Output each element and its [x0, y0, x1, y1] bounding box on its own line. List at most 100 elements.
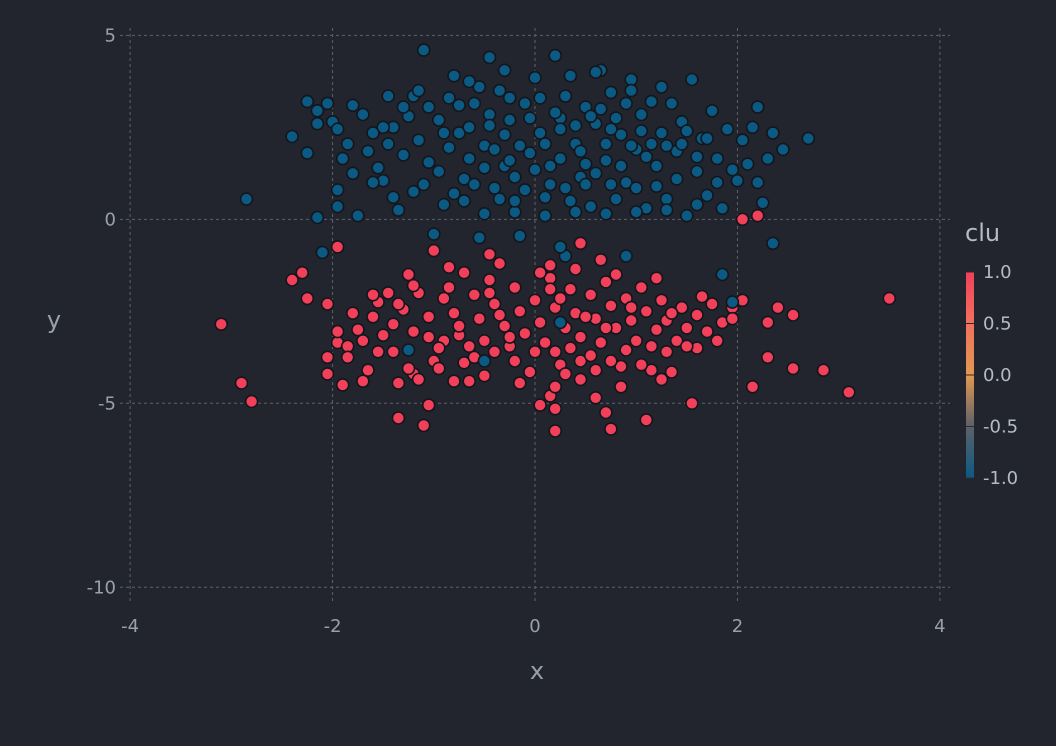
point-clu-neg1 — [766, 236, 780, 251]
point-clu-1 — [760, 350, 775, 365]
point-clu-neg1 — [512, 138, 527, 153]
point-clu-1 — [335, 378, 350, 392]
point-clu-neg1 — [507, 170, 522, 184]
point-clu-neg1 — [340, 137, 355, 151]
x-axis-tick-labels: -4 -2 0 2 4 — [121, 616, 945, 637]
point-clu-neg1 — [710, 175, 725, 190]
point-clu-1 — [558, 367, 573, 381]
legend-tick-label: 0.5 — [983, 314, 1012, 335]
point-clu-1 — [553, 291, 568, 306]
point-clu-neg1 — [553, 122, 568, 136]
point-clu-neg1 — [426, 227, 441, 241]
point-clu-neg1 — [801, 131, 816, 146]
x-tick-label: 2 — [732, 616, 743, 637]
point-clu-neg1 — [421, 100, 436, 114]
point-clu-1 — [376, 328, 391, 343]
point-clu-neg1 — [563, 69, 578, 83]
point-clu-1 — [477, 333, 492, 348]
point-clu-neg1 — [558, 89, 573, 103]
point-clu-neg1 — [690, 150, 704, 164]
point-clu-neg1 — [482, 50, 497, 65]
point-clu-neg1 — [406, 184, 421, 199]
point-clu-1 — [649, 322, 664, 337]
point-clu-1 — [452, 319, 466, 333]
point-clu-neg1 — [715, 201, 730, 216]
point-clu-1 — [401, 267, 416, 282]
point-clu-neg1 — [690, 197, 704, 212]
point-clu-1 — [391, 411, 406, 425]
point-clu-1 — [492, 308, 507, 322]
data-points — [214, 43, 897, 438]
point-clu-neg1 — [381, 137, 396, 151]
point-clu-neg1 — [497, 63, 512, 78]
point-clu-neg1 — [477, 207, 492, 221]
point-clu-1 — [411, 372, 426, 387]
point-clu-neg1 — [381, 89, 396, 103]
point-clu-neg1 — [437, 126, 451, 140]
y-axis-title: y — [47, 306, 61, 334]
point-clu-neg1 — [664, 96, 679, 111]
point-clu-neg1 — [528, 70, 542, 85]
point-clu-1 — [573, 354, 588, 368]
point-clu-neg1 — [730, 173, 745, 188]
point-clu-1 — [583, 287, 598, 302]
point-clu-1 — [386, 317, 401, 332]
point-clu-1 — [644, 363, 659, 378]
point-clu-neg1 — [477, 161, 492, 175]
point-clu-neg1 — [462, 151, 477, 166]
point-clu-neg1 — [239, 192, 254, 206]
point-clu-1 — [654, 372, 669, 387]
point-clu-neg1 — [735, 133, 750, 147]
point-clu-neg1 — [487, 181, 502, 195]
point-clu-1 — [543, 258, 558, 273]
point-clu-1 — [588, 390, 603, 405]
point-clu-neg1 — [396, 100, 411, 114]
point-clu-neg1 — [361, 144, 375, 159]
point-clu-1 — [573, 330, 588, 344]
point-clu-1 — [518, 326, 532, 341]
point-clu-1 — [760, 315, 775, 330]
point-clu-1 — [604, 298, 618, 313]
point-clu-1 — [841, 385, 856, 400]
point-clu-1 — [442, 280, 456, 295]
point-clu-neg1 — [366, 175, 380, 190]
point-clu-1 — [447, 374, 461, 389]
point-clu-1 — [244, 394, 259, 409]
point-clu-neg1 — [644, 94, 659, 109]
point-clu-1 — [669, 333, 684, 348]
point-clu-neg1 — [492, 192, 507, 206]
point-clu-1 — [462, 374, 477, 389]
point-clu-neg1 — [715, 267, 730, 282]
point-clu-1 — [234, 376, 249, 390]
point-clu-neg1 — [634, 124, 649, 138]
y-tick-label: -10 — [87, 577, 116, 598]
point-clu-neg1 — [568, 118, 583, 133]
point-clu-1 — [679, 321, 694, 335]
point-clu-1 — [512, 376, 527, 390]
point-clu-neg1 — [411, 83, 426, 98]
point-clu-neg1 — [447, 186, 461, 201]
point-clu-neg1 — [462, 74, 477, 89]
point-clu-neg1 — [472, 80, 487, 94]
point-clu-1 — [366, 309, 380, 324]
point-clu-neg1 — [467, 177, 482, 192]
point-clu-1 — [371, 344, 385, 359]
point-clu-neg1 — [507, 205, 522, 219]
point-clu-neg1 — [548, 105, 563, 120]
x-tick-label: 4 — [934, 616, 945, 637]
point-clu-neg1 — [345, 166, 360, 181]
point-clu-neg1 — [599, 153, 613, 168]
point-clu-neg1 — [518, 96, 532, 111]
point-clu-1 — [786, 361, 800, 376]
point-clu-neg1 — [310, 104, 325, 118]
point-clu-neg1 — [442, 91, 456, 105]
point-clu-1 — [664, 306, 679, 321]
point-clu-neg1 — [705, 104, 719, 118]
point-clu-neg1 — [442, 140, 456, 155]
point-clu-1 — [538, 335, 552, 350]
point-clu-neg1 — [391, 203, 406, 217]
point-clu-neg1 — [553, 240, 568, 254]
color-scale-legend: clu 1.0 0.5 0.0 -0.5 -1.0 — [965, 219, 1018, 489]
point-clu-1 — [548, 379, 563, 394]
